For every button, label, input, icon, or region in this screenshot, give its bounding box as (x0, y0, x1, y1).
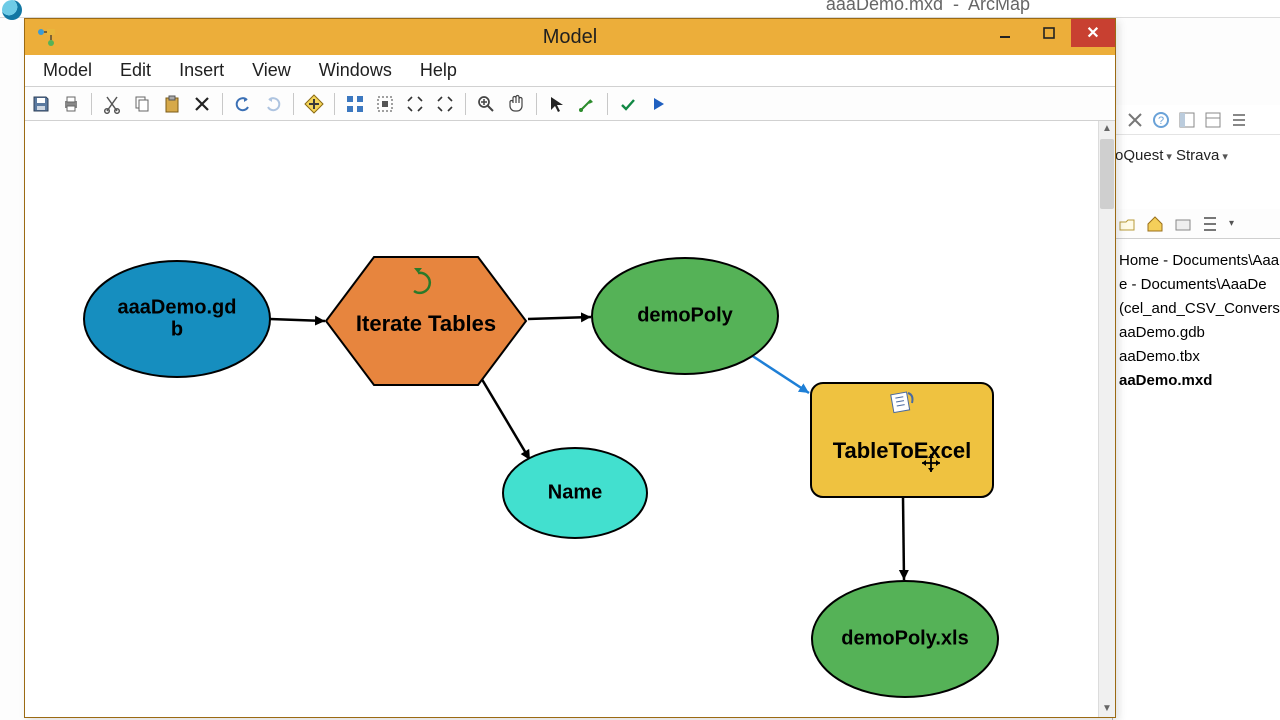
node-name[interactable]: Name (503, 448, 647, 538)
help-icon[interactable]: ? (1153, 112, 1169, 128)
svg-text:aaaDemo.gd: aaaDemo.gd (118, 296, 237, 318)
home-icon[interactable] (1145, 214, 1165, 234)
toolbar (25, 87, 1115, 121)
connect-folder-icon[interactable] (1173, 214, 1193, 234)
menu-edit[interactable]: Edit (108, 58, 163, 83)
svg-text:demoPoly: demoPoly (637, 304, 733, 326)
catalog-toprow: ? (1113, 105, 1280, 135)
zoom-in-icon[interactable] (474, 92, 498, 116)
run-icon[interactable] (646, 92, 670, 116)
delete-icon[interactable] (190, 92, 214, 116)
host-app-name: ArcMap (968, 0, 1030, 14)
pan-icon[interactable] (504, 92, 528, 116)
up-folder-icon[interactable] (1117, 214, 1137, 234)
add-data-icon[interactable] (302, 92, 326, 116)
titlebar[interactable]: Model ✕ (25, 19, 1115, 55)
copy-icon[interactable] (130, 92, 154, 116)
maximize-button[interactable] (1027, 19, 1071, 47)
node-demoPoly[interactable]: demoPoly (592, 258, 778, 374)
panel-icon[interactable] (1179, 112, 1195, 128)
svg-text:b: b (171, 318, 183, 340)
toc-icon[interactable] (1205, 112, 1221, 128)
catalog-breadcrumb[interactable]: Home - Documents\Aaa (1115, 249, 1278, 273)
menu-view[interactable]: View (240, 58, 303, 83)
select-icon[interactable] (545, 92, 569, 116)
scroll-thumb[interactable] (1100, 139, 1114, 209)
host-document-title: aaaDemo.mxd (826, 0, 943, 14)
cut-icon[interactable] (100, 92, 124, 116)
menubar: Model Edit Insert View Windows Help (25, 55, 1115, 87)
menu-windows[interactable]: Windows (307, 58, 404, 83)
svg-text:demoPoly.xls: demoPoly.xls (841, 627, 968, 649)
list-icon[interactable] (1231, 112, 1247, 128)
node-output[interactable]: demoPoly.xls (812, 581, 998, 697)
menu-insert[interactable]: Insert (167, 58, 236, 83)
catalog-list: Home - Documents\Aaa e - Documents\AaaDe… (1113, 245, 1280, 397)
host-titlebar: aaaDemo.mxd - ArcMap (0, 0, 1280, 18)
scroll-up-icon[interactable]: ▲ (1099, 121, 1115, 137)
tree-icon[interactable] (1201, 214, 1221, 234)
redo-icon[interactable] (261, 92, 285, 116)
minimize-button[interactable] (983, 19, 1027, 47)
undo-icon[interactable] (231, 92, 255, 116)
catalog-panel: ? oQuest Strava ▾ Home - Documents\Aaa e… (1112, 105, 1280, 720)
list-item[interactable]: (cel_and_CSV_Convers (1115, 297, 1278, 321)
tab-strava[interactable]: Strava (1176, 147, 1228, 164)
fit-icon[interactable] (373, 92, 397, 116)
menu-help[interactable]: Help (408, 58, 469, 83)
menu-model[interactable]: Model (31, 58, 104, 83)
svg-text:?: ? (1158, 115, 1164, 127)
list-item[interactable]: e - Documents\AaaDe (1115, 273, 1278, 297)
auto-layout-icon[interactable] (343, 92, 367, 116)
paste-icon[interactable] (160, 92, 184, 116)
node-input[interactable]: aaaDemo.gdb (84, 261, 270, 377)
catalog-toolbar: ▾ (1113, 209, 1280, 239)
dropdown-caret-icon[interactable]: ▾ (1229, 218, 1234, 229)
close-button[interactable]: ✕ (1071, 19, 1115, 47)
catalog-tabs: oQuest Strava (1113, 141, 1280, 169)
list-item[interactable]: aaDemo.tbx (1115, 345, 1278, 369)
close-icon[interactable] (1127, 112, 1143, 128)
model-window: Model ✕ Model Edit Insert View Windows H… (24, 18, 1116, 718)
save-icon[interactable] (29, 92, 53, 116)
tab-oquest[interactable]: oQuest (1115, 147, 1172, 164)
zoom-to-selection-icon[interactable] (403, 92, 427, 116)
link-icon[interactable] (575, 92, 599, 116)
vertical-scrollbar[interactable]: ▲ ▼ (1098, 121, 1115, 717)
print-icon[interactable] (59, 92, 83, 116)
arcmap-globe-icon (2, 0, 22, 20)
canvas[interactable]: aaaDemo.gdb Iterate Tables demoPoly Name Tab… (25, 121, 1115, 717)
list-item[interactable]: aaDemo.mxd (1115, 369, 1278, 393)
svg-text:Iterate Tables: Iterate Tables (356, 311, 496, 336)
full-extent-icon[interactable] (433, 92, 457, 116)
node-iterator[interactable]: Iterate Tables (326, 257, 526, 385)
node-tool[interactable]: TableToExcel (811, 383, 993, 497)
window-title: Model (25, 26, 1115, 49)
svg-text:TableToExcel: TableToExcel (833, 438, 972, 463)
list-item[interactable]: aaDemo.gdb (1115, 321, 1278, 345)
scroll-down-icon[interactable]: ▼ (1099, 701, 1115, 717)
svg-text:Name: Name (548, 481, 602, 503)
validate-icon[interactable] (616, 92, 640, 116)
diagram-svg[interactable]: aaaDemo.gdb Iterate Tables demoPoly Name Tab… (25, 121, 1100, 717)
